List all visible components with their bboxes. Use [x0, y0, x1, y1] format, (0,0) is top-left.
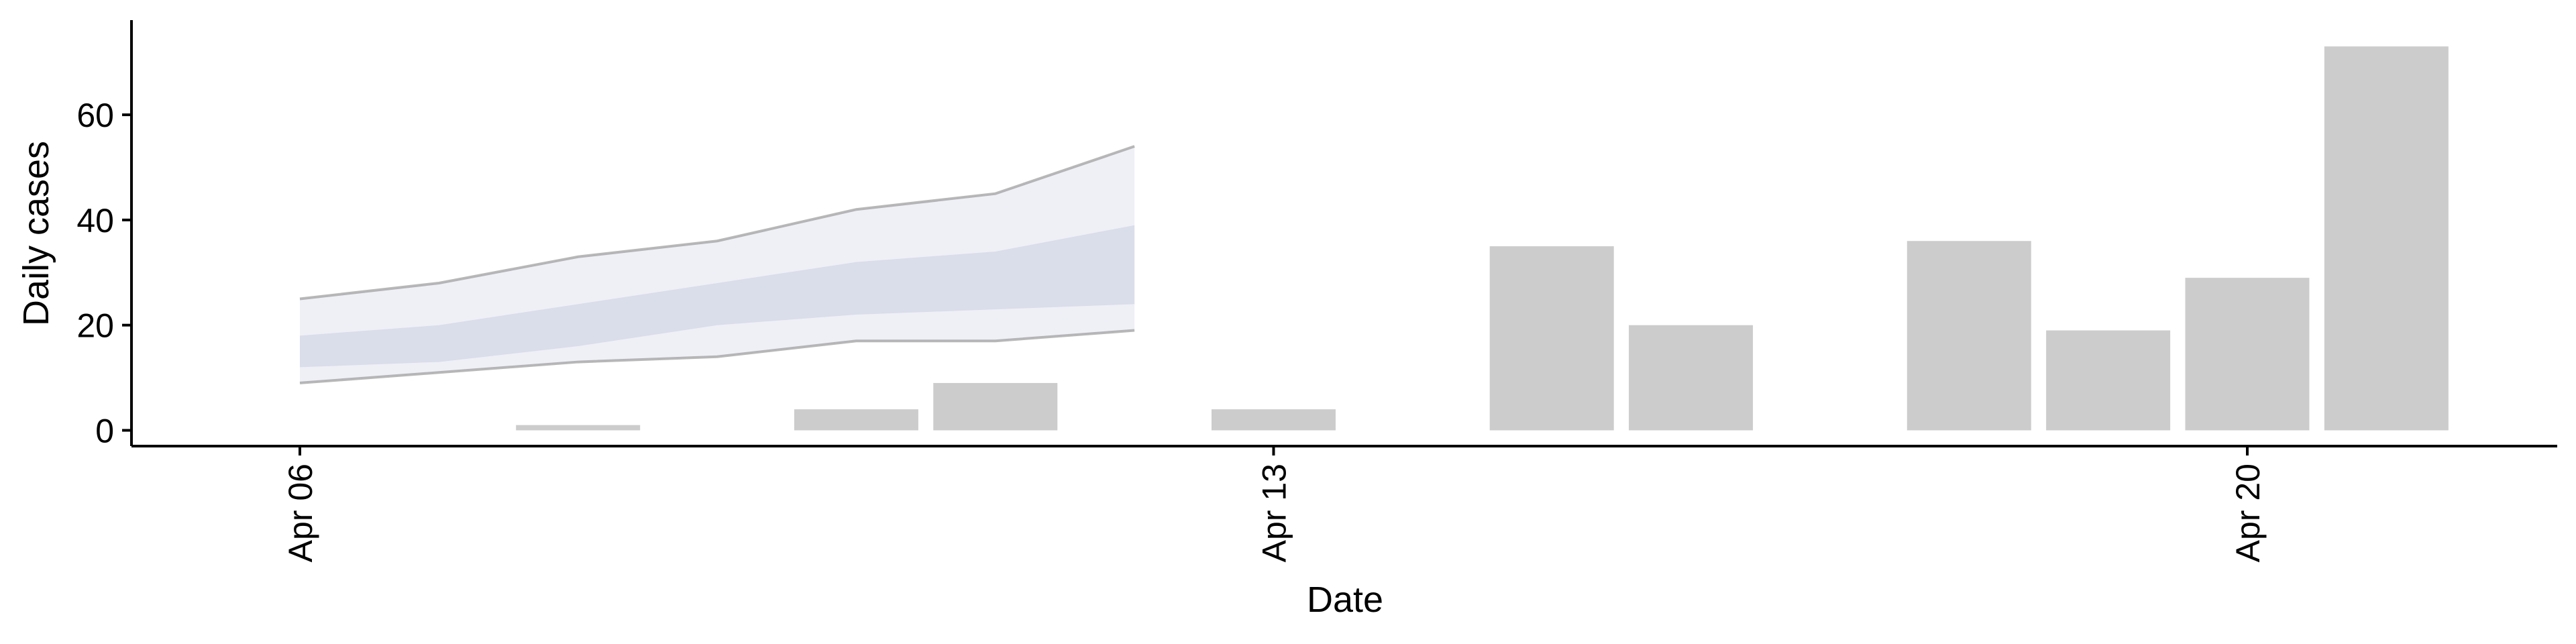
outer-upper-line — [299, 145, 1135, 301]
case-bar — [1907, 241, 2031, 431]
case-bar — [1212, 409, 1336, 431]
y-tick-label: 60 — [76, 97, 114, 134]
case-bar — [1629, 325, 1754, 431]
x-tick-label: Apr 06 — [282, 464, 319, 562]
y-axis-title: Daily cases — [16, 141, 56, 326]
case-bars — [516, 46, 2449, 431]
inner-interval-band — [300, 225, 1135, 368]
case-bar — [2324, 46, 2449, 431]
case-bar — [516, 425, 641, 431]
case-bar — [933, 382, 1058, 431]
forecast-bands — [299, 145, 1135, 384]
outer-lower-line — [299, 329, 1135, 384]
y-tick-label: 40 — [76, 202, 114, 239]
y-tick-label: 0 — [95, 412, 114, 449]
y-tick-label: 20 — [76, 307, 114, 345]
case-bar — [2185, 278, 2310, 431]
x-tick-label: Apr 20 — [2229, 464, 2267, 562]
x-tick-label: Apr 13 — [1256, 464, 1293, 562]
axes: 0 20 40 60 Apr 06 Apr 13 Apr 20 — [76, 20, 2557, 562]
case-bar — [2046, 330, 2171, 431]
x-axis-title: Date — [1307, 580, 1383, 620]
case-bar — [794, 409, 918, 431]
case-bar — [1489, 246, 1614, 431]
